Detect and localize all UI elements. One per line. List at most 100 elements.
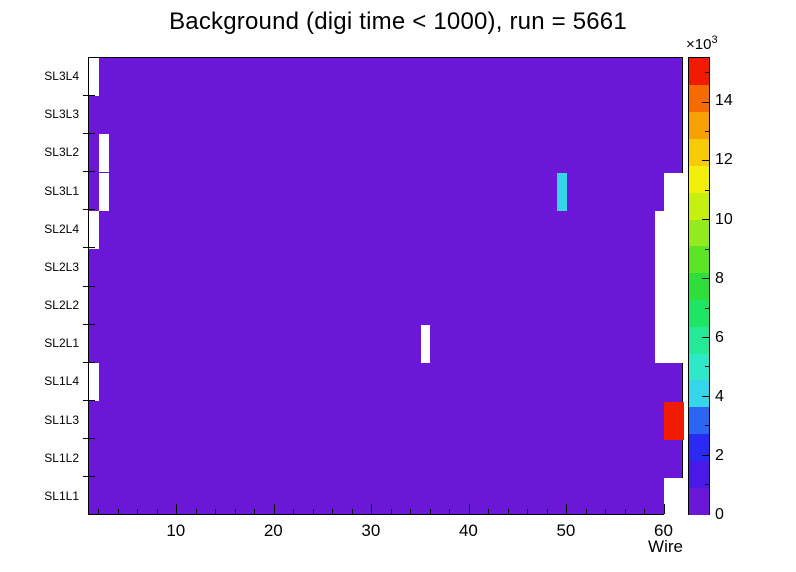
x-minor-tick (156, 509, 158, 514)
y-axis-label: SL2L4 (44, 221, 79, 236)
x-major-tick (371, 504, 373, 514)
colorbar-band (689, 487, 709, 515)
colorbar-minor-tick (705, 366, 709, 368)
colorbar-band (689, 353, 709, 381)
y-tick (83, 476, 95, 478)
heatmap-cell (420, 325, 431, 364)
plot-frame (88, 57, 684, 516)
x-tick-label: 40 (458, 521, 478, 540)
colorbar-band (689, 272, 709, 300)
colorbar-minor-tick (705, 484, 709, 486)
y-tick (83, 285, 95, 287)
x-major-tick (176, 504, 178, 514)
y-tick (83, 438, 95, 440)
heatmap-cell (654, 210, 684, 249)
y-tick (83, 132, 95, 134)
colorbar-tick-label: 6 (715, 328, 724, 346)
y-axis-label: SL1L1 (44, 488, 79, 503)
y-tick (83, 247, 95, 249)
colorbar-tick-label: 14 (715, 92, 733, 110)
heatmap-cell (98, 172, 109, 211)
y-tick (83, 323, 95, 325)
y-axis-label: SL2L1 (44, 336, 79, 351)
y-tick (83, 361, 95, 363)
colorbar-band (689, 192, 709, 220)
colorbar-major-tick (702, 278, 709, 280)
x-minor-tick (351, 509, 353, 514)
x-minor-tick (507, 509, 509, 514)
colorbar-minor-tick (705, 425, 709, 427)
colorbar-band (689, 84, 709, 113)
y-tick (83, 400, 95, 401)
heatmap-cell (664, 401, 684, 440)
x-minor-tick (137, 509, 139, 514)
x-minor-tick (624, 509, 626, 514)
x-minor-tick (215, 509, 217, 514)
y-axis-label: SL3L3 (44, 107, 79, 122)
colorbar-band (689, 379, 709, 408)
x-minor-tick (585, 509, 587, 514)
y-axis-label: SL3L4 (44, 69, 79, 84)
colorbar-tick-label: 12 (715, 151, 733, 169)
x-tick-label: 20 (263, 521, 283, 540)
colorbar-band (689, 218, 709, 247)
colorbar-tick-label: 2 (715, 446, 724, 464)
x-minor-tick (234, 509, 236, 514)
x-minor-tick (644, 509, 646, 514)
heatmap-cell (664, 477, 684, 516)
x-major-tick (663, 504, 665, 514)
x-minor-tick (488, 509, 490, 514)
colorbar-scale-label: ×103 (686, 34, 718, 53)
x-minor-tick (429, 509, 431, 514)
colorbar-band (689, 245, 709, 274)
colorbar-band (689, 165, 709, 193)
colorbar-scale-exponent: 3 (711, 34, 718, 46)
colorbar-major-tick (702, 101, 709, 103)
x-minor-tick (410, 509, 412, 514)
x-minor-tick (98, 509, 100, 514)
x-tick-label: 10 (166, 521, 186, 540)
colorbar-major-tick (702, 395, 709, 397)
colorbar-minor-tick (705, 131, 709, 133)
colorbar-band (689, 433, 709, 461)
x-minor-tick (449, 509, 451, 514)
y-axis-label: SL2L2 (44, 298, 79, 313)
x-minor-tick (546, 509, 548, 514)
x-minor-tick (312, 509, 314, 514)
colorbar-major-tick (702, 219, 709, 221)
colorbar-band (689, 58, 709, 86)
colorbar-tick-label: 8 (715, 269, 724, 287)
x-minor-tick (195, 509, 197, 514)
x-major-tick (273, 504, 275, 514)
y-axis-label: SL1L4 (44, 374, 79, 389)
x-axis-title: Wire (648, 537, 683, 556)
heatmap-cell (664, 172, 684, 211)
y-axis-label: SL2L3 (44, 259, 79, 274)
x-minor-tick (293, 509, 295, 514)
colorbar-band (689, 111, 709, 140)
heatmap-cell (557, 172, 567, 211)
x-tick-label: 50 (556, 521, 576, 540)
colorbar-band (689, 138, 709, 166)
x-minor-tick (390, 509, 392, 514)
colorbar-major-tick (702, 454, 709, 456)
colorbar-minor-tick (705, 72, 709, 74)
x-minor-tick (332, 509, 334, 514)
heatmap-cell (654, 325, 684, 364)
y-tick (83, 171, 95, 172)
y-axis-label: SL3L2 (44, 145, 79, 160)
colorbar-tick-label: 0 (715, 506, 724, 523)
colorbar-tick-label: 4 (715, 387, 724, 405)
heatmap-cell (654, 287, 684, 326)
heatmap-cell (654, 248, 684, 287)
y-tick (83, 94, 95, 96)
colorbar-band (689, 326, 709, 354)
y-axis-label: SL3L1 (44, 183, 79, 198)
colorbar-band (689, 299, 709, 327)
y-axis-label: SL1L2 (44, 450, 79, 465)
colorbar-band (689, 460, 709, 488)
colorbar (688, 57, 710, 515)
colorbar-tick-label: 10 (715, 210, 733, 228)
x-minor-tick (605, 509, 607, 514)
